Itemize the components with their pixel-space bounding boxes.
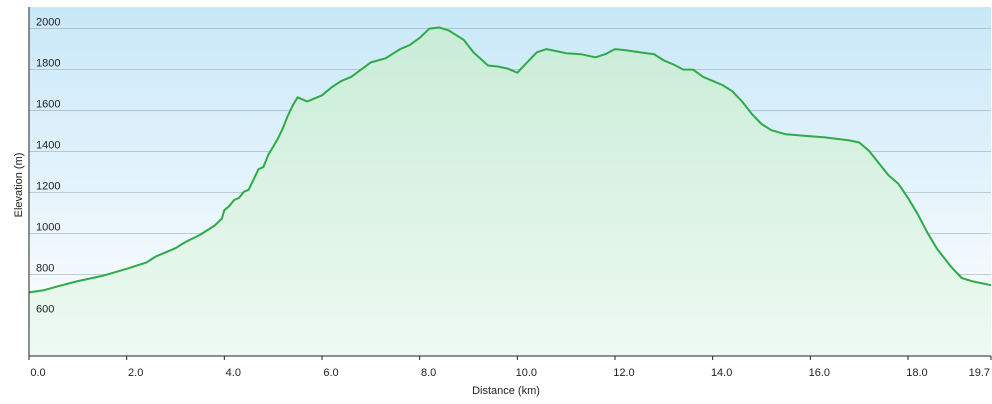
y-tick-label: 1400 [36,140,60,152]
x-tick-label: 16.0 [809,367,830,379]
x-tick-label: 12.0 [613,367,634,379]
x-axis-ticks: 0.0 2.0 4.0 6.0 8.0 10.0 12.0 14.0 16.0 18.0 19.7 [28,356,992,379]
x-axis-title: Distance (km) [472,385,540,397]
x-tick-label: 14.0 [711,367,732,379]
elevation-area-fill [29,27,991,356]
x-tick-label: 2.0 [128,367,143,379]
y-tick-label: 1000 [36,222,60,234]
y-tick-label: 1800 [36,58,60,70]
y-tick-label: 1200 [36,181,60,193]
y-axis-title: Elevation (m) [13,153,25,218]
y-tick-label: 2000 [36,17,60,29]
elevation-line [28,26,992,294]
y-tick-label: 800 [36,263,54,275]
y-axis-ticks: 600 800 1000 1200 1400 1600 1800 2000 [36,17,60,316]
x-tick-label: 19.7 [969,367,990,379]
x-tick-label: 18.0 [906,367,927,379]
x-tick-label: 10.0 [516,367,537,379]
x-tick-label: 8.0 [421,367,436,379]
x-tick-label: 0.0 [30,367,45,379]
x-tick-label: 4.0 [226,367,241,379]
x-tick-label: 6.0 [323,367,338,379]
y-tick-label: 1600 [36,99,60,111]
y-tick-label: 600 [36,304,54,316]
